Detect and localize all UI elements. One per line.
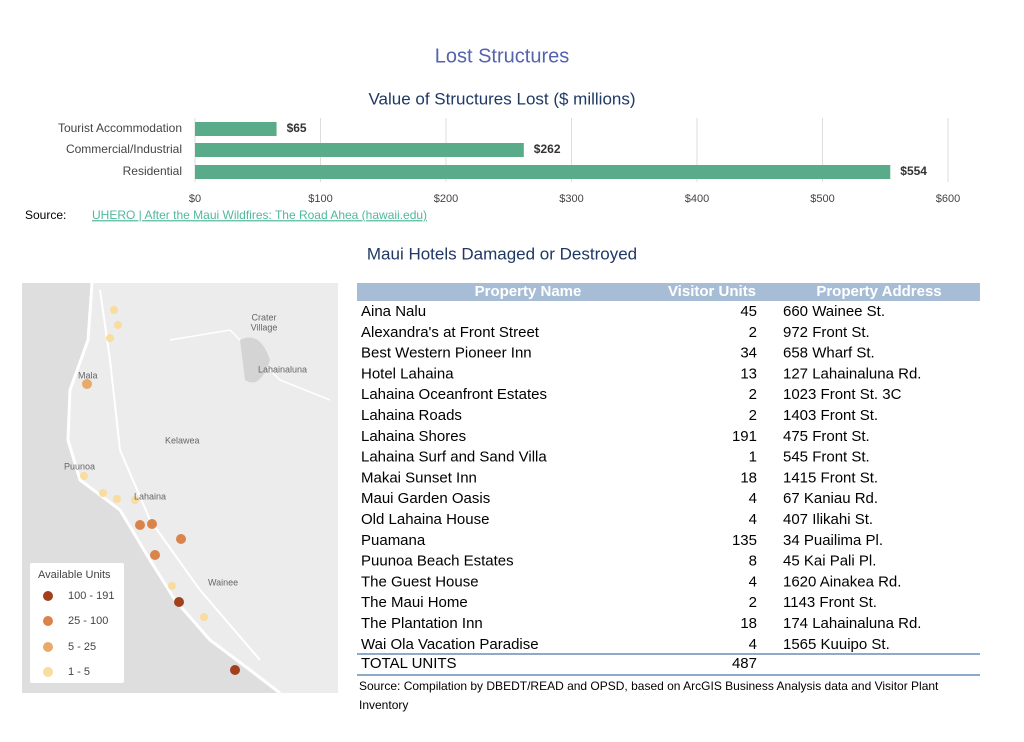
table-cell: 475 Front St. — [783, 428, 870, 445]
column-header: Property Address — [816, 283, 941, 300]
y-tick-label: Residential — [123, 164, 182, 178]
table-cell: 45 Kai Pali Pl. — [783, 553, 876, 570]
table-cell: 2 — [749, 386, 757, 403]
x-tick-label: $500 — [810, 193, 834, 205]
table-cell: 658 Wharf St. — [783, 345, 875, 362]
section-title: Maui Hotels Damaged or Destroyed — [367, 244, 637, 263]
legend-item: 5 - 25 — [68, 641, 96, 653]
x-tick-label: $100 — [308, 193, 332, 205]
legend-item: 1 - 5 — [68, 666, 90, 678]
table-cell: 1143 Front St. — [783, 594, 877, 611]
table-cell: Alexandra's at Front Street — [361, 324, 540, 341]
data-label: $554 — [900, 164, 927, 178]
table-cell: Makai Sunset Inn — [361, 469, 477, 486]
table-cell: 4 — [749, 573, 757, 590]
table-cell: Best Western Pioneer Inn — [361, 345, 532, 362]
table-cell: 4 — [749, 490, 757, 507]
table-cell: 1 — [749, 449, 757, 466]
table-cell: 34 — [740, 345, 757, 362]
table-cell: 2 — [749, 324, 757, 341]
table-cell: 2 — [749, 407, 757, 424]
column-header: Visitor Units — [668, 283, 756, 300]
legend-title: Available Units — [38, 569, 111, 581]
map-label: Wainee — [208, 577, 238, 587]
table-cell: 34 Puailima Pl. — [783, 532, 883, 549]
table-cell: 1415 Front St. — [783, 469, 878, 486]
table-cell: Wai Ola Vacation Paradise — [361, 636, 539, 653]
table-cell: 127 Lahainaluna Rd. — [783, 365, 921, 382]
source-link[interactable]: UHERO | After the Maui Wildfires: The Ro… — [92, 208, 427, 222]
map-label: Crater — [251, 312, 276, 322]
table-cell: 1023 Front St. 3C — [783, 386, 902, 403]
legend-item: 25 - 100 — [68, 615, 108, 627]
table-cell: 18 — [740, 615, 757, 632]
map: Crater Village Lahainaluna Mala Kelawea … — [22, 282, 338, 695]
table-cell: 4 — [749, 511, 757, 528]
data-label: $65 — [287, 121, 307, 135]
chart-title: Value of Structures Lost ($ millions) — [368, 89, 635, 108]
y-tick-label: Commercial/Industrial — [66, 142, 182, 156]
map-label: Puunoa — [64, 461, 95, 471]
x-tick-label: $400 — [685, 193, 709, 205]
table-source: Source: Compilation by DBEDT/READ and OP… — [359, 679, 939, 712]
column-header: Property Name — [475, 283, 582, 300]
map-label: Mala — [78, 370, 98, 380]
x-tick-label: $600 — [936, 193, 960, 205]
table-cell: The Maui Home — [361, 594, 468, 611]
bar — [195, 122, 277, 136]
table-cell: 4 — [749, 636, 757, 653]
table-cell: Lahaina Surf and Sand Villa — [361, 449, 547, 466]
table-cell: Maui Garden Oasis — [361, 490, 490, 507]
map-label: Village — [251, 322, 278, 332]
table-cell: Aina Nalu — [361, 303, 426, 320]
table-cell: Lahaina Shores — [361, 428, 466, 445]
table-header — [357, 283, 980, 301]
table-cell: 1565 Kuuipo St. — [783, 636, 890, 653]
table-cell: 545 Front St. — [783, 449, 870, 466]
table-cell: 18 — [740, 469, 757, 486]
table-cell: 174 Lahainaluna Rd. — [783, 615, 921, 632]
table-cell: 191 — [732, 428, 757, 445]
table-cell: 1620 Ainakea Rd. — [783, 573, 901, 590]
map-label: Lahainaluna — [258, 364, 307, 374]
table-cell: 2 — [749, 594, 757, 611]
table-cell: 407 Ilikahi St. — [783, 511, 873, 528]
total-cell: TOTAL UNITS — [361, 655, 457, 672]
legend-item: 100 - 191 — [68, 590, 114, 602]
table-cell: 67 Kaniau Rd. — [783, 490, 878, 507]
table-cell: 660 Wainee St. — [783, 303, 885, 320]
table-cell: Puunoa Beach Estates — [361, 553, 514, 570]
table-cell: Lahaina Oceanfront Estates — [361, 386, 547, 403]
table-cell: 972 Front St. — [783, 324, 870, 341]
data-label: $262 — [534, 142, 561, 156]
table-cell: Puamana — [361, 532, 426, 549]
x-tick-label: $0 — [189, 193, 201, 205]
bar — [195, 165, 891, 179]
table-cell: The Guest House — [361, 573, 479, 590]
table-cell: 45 — [740, 303, 757, 320]
table-cell: 135 — [732, 532, 757, 549]
y-tick-label: Tourist Accommodation — [58, 121, 182, 135]
table-cell: Hotel Lahaina — [361, 365, 454, 382]
table-cell: The Plantation Inn — [361, 615, 483, 632]
page-title: Lost Structures — [435, 45, 570, 67]
x-tick-label: $200 — [434, 193, 458, 205]
bar — [195, 143, 524, 157]
table-cell: 1403 Front St. — [783, 407, 878, 424]
source-label: Source: — [25, 208, 66, 222]
x-tick-label: $300 — [559, 193, 583, 205]
table-cell: Old Lahaina House — [361, 511, 489, 528]
map-label: Kelawea — [165, 435, 200, 445]
table-cell: 8 — [749, 553, 757, 570]
table-cell: Lahaina Roads — [361, 407, 462, 424]
table-cell: 13 — [740, 365, 757, 382]
total-cell: 487 — [732, 655, 757, 672]
map-label: Lahaina — [134, 491, 166, 501]
